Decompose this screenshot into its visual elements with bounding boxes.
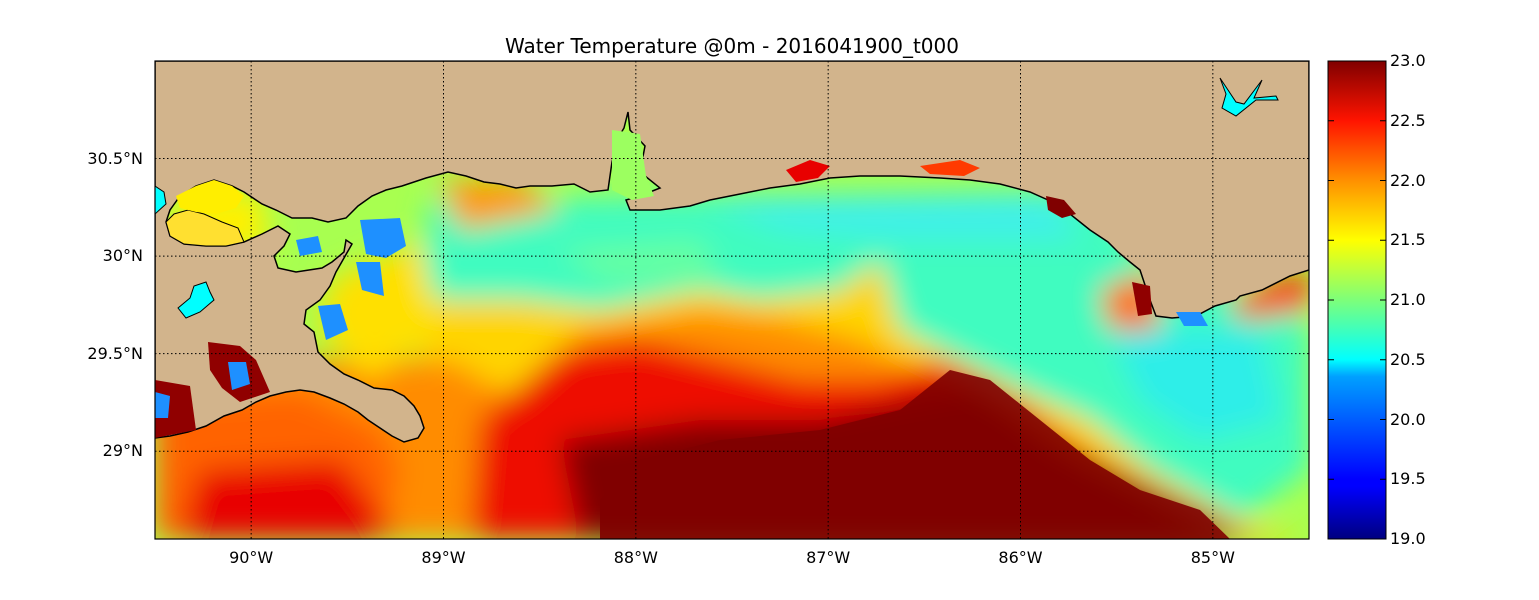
map-frame [154, 60, 1310, 540]
colorbar-tick-label: 22.0 [1390, 170, 1426, 190]
colorbar-tick-label: 22.5 [1390, 110, 1426, 130]
coastal-bays [155, 130, 1208, 438]
longitude-label: 89°W [421, 548, 466, 567]
latitude-label: 30.5°N [87, 148, 143, 168]
colorbar-tick-label: 19.5 [1390, 469, 1426, 489]
longitude-label: 87°W [806, 548, 851, 567]
colorbar-tick-label: 19.0 [1390, 529, 1426, 548]
latitude-label: 29°N [102, 441, 143, 461]
colorbar [1327, 60, 1387, 540]
lake-northeast-icon [1219, 77, 1279, 117]
colorbar-tick-label: 20.5 [1390, 349, 1426, 369]
map-title: Water Temperature @0m - 2016041900_t000 [505, 34, 959, 58]
colorbar-tick-label: 23.0 [1390, 51, 1426, 70]
gridlines [155, 61, 1309, 539]
longitude-label: 86°W [998, 548, 1043, 567]
latitude-label: 29.5°N [87, 343, 143, 363]
latitude-label: 30°N [102, 246, 143, 266]
colorbar-ticks [1328, 60, 1386, 540]
land-mass [155, 61, 1309, 443]
colorbar-tick-label: 21.5 [1390, 230, 1426, 250]
lake-pontchartrain-icon [177, 281, 215, 319]
longitude-label: 90°W [229, 548, 274, 567]
longitude-label: 88°W [613, 548, 658, 567]
colorbar-tick-label: 21.0 [1390, 290, 1426, 309]
lake-west-edge-icon [155, 185, 167, 215]
colorbar-tick-label: 20.0 [1390, 409, 1426, 429]
longitude-label: 85°W [1190, 548, 1235, 567]
